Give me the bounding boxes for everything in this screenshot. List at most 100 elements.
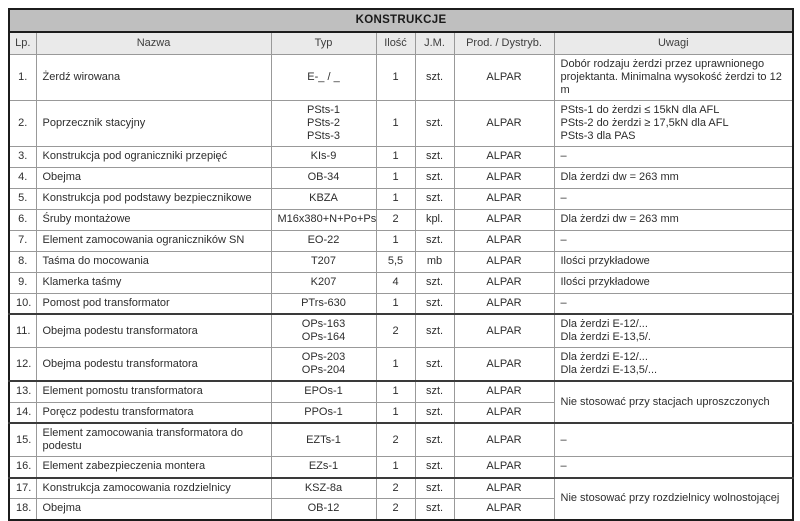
- cell-nazwa: Konstrukcja pod podstawy bezpiecznikowe: [35, 187, 272, 210]
- cell-uwagi: Nie stosować przy rozdzielnicy wolnostoj…: [553, 476, 794, 520]
- cell-nazwa: Element pomostu transformatora: [35, 380, 272, 403]
- cell-ilosc: 1: [375, 292, 416, 315]
- cell-lp: 8.: [8, 250, 37, 273]
- cell-typ: OPs-203 OPs-204: [270, 347, 377, 382]
- cell-ilosc: 1: [375, 380, 416, 403]
- cell-lp: 7.: [8, 229, 37, 252]
- cell-jm: szt.: [414, 456, 455, 478]
- cell-typ: OB-34: [270, 166, 377, 189]
- cell-prod: ALPAR: [453, 313, 555, 348]
- cell-typ: T207: [270, 250, 377, 273]
- cell-jm: szt.: [414, 292, 455, 315]
- cell-lp: 10.: [8, 292, 37, 315]
- cell-nazwa: Obejma: [35, 166, 272, 189]
- cell-nazwa: Element zamocowania ograniczników SN: [35, 229, 272, 252]
- table-row: 5. Konstrukcja pod podstawy bezpiecznikow…: [8, 187, 794, 210]
- table-body: 1. Żerdź wirowana E-_ / _ 1 szt. ALPAR Dobór r…: [8, 53, 794, 520]
- cell-jm: szt.: [414, 99, 455, 147]
- cell-uwagi: Ilości przykładowe: [553, 250, 794, 273]
- cell-prod: ALPAR: [453, 292, 555, 315]
- cell-prod: ALPAR: [453, 208, 555, 231]
- cell-nazwa: Żerdź wirowana: [35, 53, 272, 101]
- cell-jm: szt.: [414, 313, 455, 348]
- konstrukcje-table: KONSTRUKCJE Lp. Nazwa Typ Ilość J.M. Pro…: [8, 8, 795, 521]
- table-row: 13. Element pomostu transformatora EPOs-1 1…: [8, 380, 794, 424]
- cell-typ: K207: [270, 271, 377, 294]
- cell-uwagi: Dla żerdzi dw = 263 mm: [553, 166, 794, 189]
- cell-typ: PTrs-630: [270, 292, 377, 315]
- cell-uwagi: –: [553, 456, 794, 478]
- cell-typ: KBZA: [270, 187, 377, 210]
- cell-uwagi: –: [553, 292, 794, 315]
- cell-lp: 14.: [8, 401, 37, 424]
- cell-typ: EPOs-1: [270, 380, 377, 403]
- cell-nazwa: Obejma podestu transformatora: [35, 313, 272, 348]
- cell-nazwa: Śruby montażowe: [35, 208, 272, 231]
- cell-prod: ALPAR: [453, 166, 555, 189]
- cell-prod: ALPAR: [453, 498, 555, 520]
- cell-ilosc: 1: [375, 456, 416, 478]
- cell-lp: 5.: [8, 187, 37, 210]
- cell-typ: OPs-163 OPs-164: [270, 313, 377, 348]
- cell-ilosc: 1: [375, 401, 416, 424]
- cell-uwagi: –: [553, 229, 794, 252]
- cell-jm: szt.: [414, 229, 455, 252]
- table-row: 10. Pomost pod transformator PTrs-630 1 szt.…: [8, 292, 794, 315]
- cell-typ: M16x380+N+Po+Ps: [270, 208, 377, 231]
- cell-nazwa: Poprzecznik stacyjny: [35, 99, 272, 147]
- cell-typ: KIs-9: [270, 145, 377, 168]
- table-row: 1. Żerdź wirowana E-_ / _ 1 szt. ALPAR Dobór r…: [8, 53, 794, 101]
- cell-jm: mb: [414, 250, 455, 273]
- table-row: 15. Element zamocowania transformatora do…: [8, 422, 794, 457]
- cell-lp: 18.: [8, 498, 37, 520]
- cell-jm: szt.: [414, 145, 455, 168]
- cell-jm: kpl.: [414, 208, 455, 231]
- table-row: 6. Śruby montażowe M16x380+N+Po+Ps 2 kpl. ALP…: [8, 208, 794, 231]
- cell-prod: ALPAR: [453, 53, 555, 101]
- cell-prod: ALPAR: [453, 380, 555, 403]
- cell-uwagi: Ilości przykładowe: [553, 271, 794, 294]
- cell-ilosc: 1: [375, 347, 416, 382]
- table-row: 4. Obejma OB-34 1 szt. ALPAR Dla żerdzi dw = 2…: [8, 166, 794, 189]
- cell-lp: 3.: [8, 145, 37, 168]
- cell-typ: PSts-1 PSts-2 PSts-3: [270, 99, 377, 147]
- cell-lp: 12.: [8, 347, 37, 382]
- cell-prod: ALPAR: [453, 271, 555, 294]
- table-row: 8. Taśma do mocowania T207 5,5 mb ALPAR Ilości…: [8, 250, 794, 273]
- cell-typ: OB-12: [270, 498, 377, 520]
- column-header-uwagi: Uwagi: [553, 31, 794, 55]
- cell-prod: ALPAR: [453, 401, 555, 424]
- cell-prod: ALPAR: [453, 99, 555, 147]
- cell-uwagi: Nie stosować przy stacjach uproszczonych: [553, 380, 794, 424]
- cell-ilosc: 1: [375, 99, 416, 147]
- cell-jm: szt.: [414, 498, 455, 520]
- cell-prod: ALPAR: [453, 187, 555, 210]
- cell-prod: ALPAR: [453, 476, 555, 499]
- cell-jm: szt.: [414, 166, 455, 189]
- cell-lp: 17.: [8, 476, 37, 499]
- cell-lp: 1.: [8, 53, 37, 101]
- cell-nazwa: Obejma: [35, 498, 272, 520]
- cell-lp: 15.: [8, 422, 37, 457]
- cell-lp: 2.: [8, 99, 37, 147]
- table-row: 3. Konstrukcja pod ograniczniki przepięć K…: [8, 145, 794, 168]
- cell-nazwa: Element zabezpieczenia montera: [35, 456, 272, 478]
- cell-ilosc: 2: [375, 208, 416, 231]
- cell-typ: EZTs-1: [270, 422, 377, 457]
- cell-jm: szt.: [414, 422, 455, 457]
- cell-nazwa: Konstrukcja zamocowania rozdzielnicy: [35, 476, 272, 499]
- cell-jm: szt.: [414, 187, 455, 210]
- column-header-jm: J.M.: [414, 31, 455, 55]
- cell-uwagi: Dla żerdzi E-12/... Dla żerdzi E-13,5/...: [553, 347, 794, 382]
- cell-uwagi: –: [553, 422, 794, 457]
- table-title-row: KONSTRUKCJE: [8, 8, 794, 33]
- table-row: 2. Poprzecznik stacyjny PSts-1 PSts-2 PSts-3…: [8, 99, 794, 147]
- cell-prod: ALPAR: [453, 456, 555, 478]
- cell-typ: PPOs-1: [270, 401, 377, 424]
- cell-nazwa: Poręcz podestu transformatora: [35, 401, 272, 424]
- cell-ilosc: 1: [375, 187, 416, 210]
- column-header-typ: Typ: [270, 31, 377, 55]
- table-row: 12. Obejma podestu transformatora OPs-203 O…: [8, 347, 794, 382]
- cell-typ: KSZ-8a: [270, 476, 377, 499]
- cell-jm: szt.: [414, 476, 455, 499]
